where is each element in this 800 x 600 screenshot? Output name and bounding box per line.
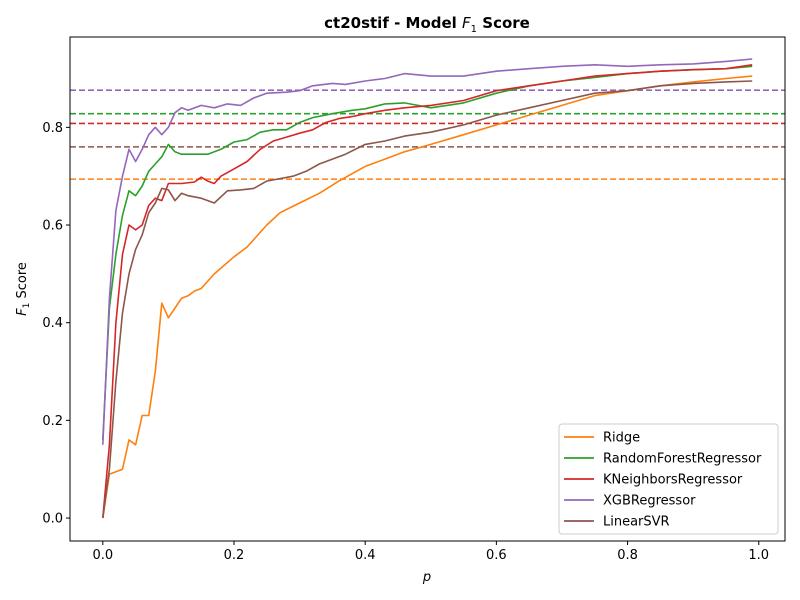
series-line-xgbregressor [102,58,753,445]
x-tick-label: 0.6 [486,548,507,563]
x-tick-label: 0.2 [224,548,245,563]
series-lines [102,58,753,519]
plot-frame [69,36,786,542]
x-tick-label: 0.8 [617,548,638,563]
y-tick-label: 0.2 [42,414,63,429]
legend: Ridge RandomForestRegressor KNeighborsRegr… [558,423,779,535]
x-tick-label: 0.0 [92,548,113,563]
legend-label: RandomForestRegressor [603,452,762,467]
chart-title-symbol: F [462,14,471,32]
x-tick-label: 0.4 [355,548,376,563]
series-line-ridge [102,75,753,519]
y-tick-label: 0.6 [42,219,63,234]
y-axis-label-symbol: F [15,308,30,316]
legend-label: Ridge [603,431,640,446]
y-axis-label-end: Score [15,262,30,303]
series-line-kneighborsregressor [102,64,753,519]
y-axis: 0.0 0.2 0.4 0.6 0.8 [42,121,70,527]
baseline-lines [70,89,785,180]
y-tick-label: 0.8 [42,121,63,136]
plot-area [69,36,786,542]
x-axis: 0.0 0.2 0.4 0.6 0.8 1.0 [92,541,769,563]
x-tick-label: 1.0 [748,548,769,563]
y-tick-label: 0.0 [42,512,63,527]
y-axis-label-subscript: 1 [22,303,32,309]
legend-label: KNeighborsRegressor [603,473,743,488]
y-tick-label: 0.4 [42,316,63,331]
x-axis-label: p [422,570,431,585]
chart-title-main: ct20stif - Model [324,14,462,32]
chart-title: ct20stif - Model F1 Score [324,14,530,35]
chart-title-subscript: 1 [471,24,477,35]
legend-frame [558,423,779,535]
chart-title-end: Score [477,14,530,32]
legend-label: XGBRegressor [603,494,696,509]
series-line-linearsvr [102,80,753,519]
y-axis-label: F1 Score [15,262,32,316]
legend-label: LinearSVR [603,515,670,530]
